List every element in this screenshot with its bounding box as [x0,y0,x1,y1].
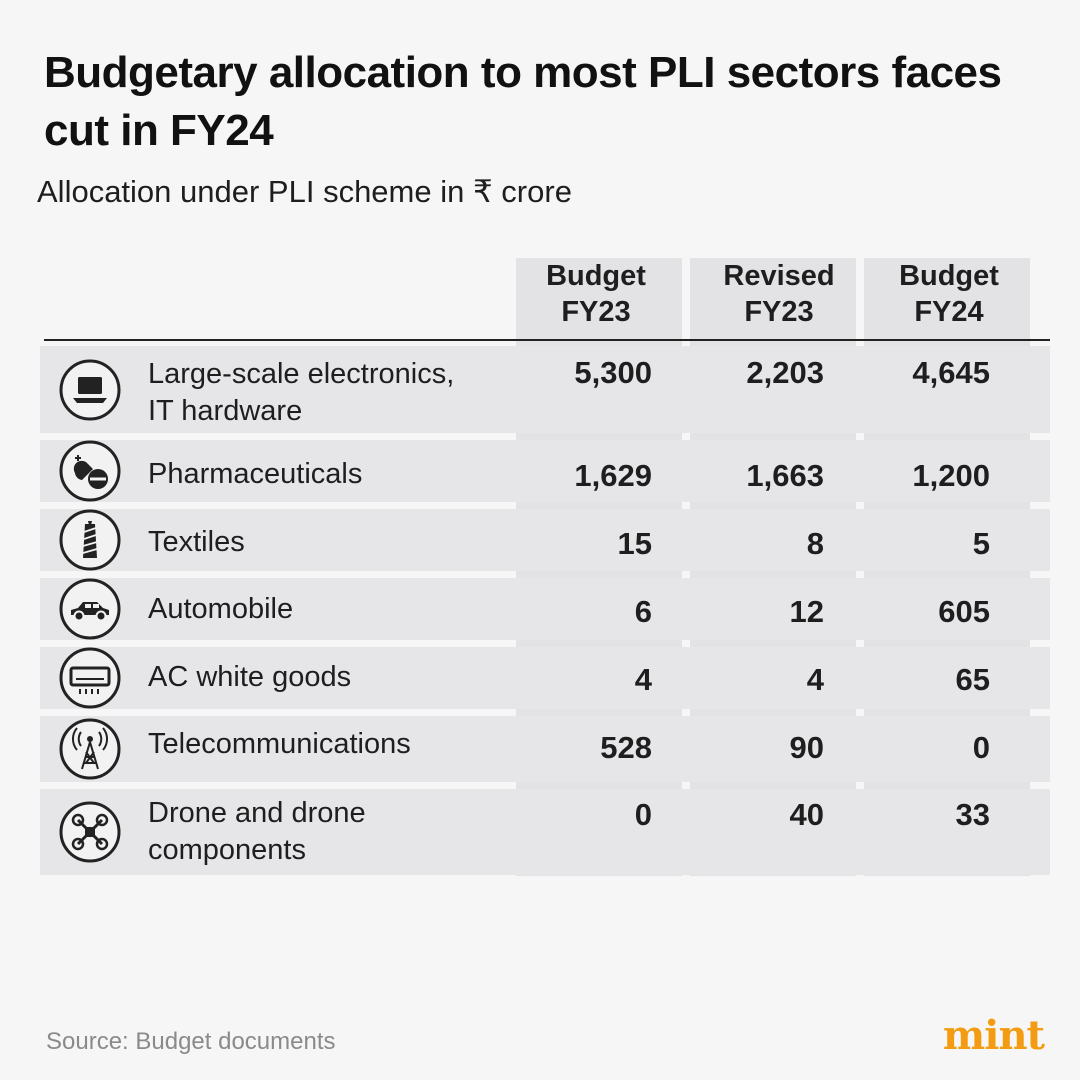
cell-revised-fy23: 8 [806,526,824,561]
cell-budget-fy24: 0 [972,730,990,765]
mint-logo: mint [942,1012,1045,1059]
cell-budget-fy24: 605 [938,594,990,629]
cell-revised-fy23: 4 [806,662,824,697]
telecom-tower-icon [58,717,122,781]
cell-budget-fy23: 0 [634,797,652,832]
drone-icon [58,800,122,864]
table-row-pharmaceuticals [40,440,1050,502]
column-header-budget-fy23: Budget FY23 [521,258,671,330]
table-row-drone [40,789,1050,875]
air-conditioner-icon [58,646,122,710]
row-label: AC white goods [148,661,352,693]
table-row-electronics [40,346,1050,433]
chart-title: Budgetary allocation to most PLI sectors… [44,48,1002,155]
cell-budget-fy23: 1,629 [574,458,652,493]
cell-revised-fy23: 40 [789,797,824,832]
cell-budget-fy24: 65 [955,662,990,697]
car-icon [58,577,122,641]
cell-budget-fy24: 5 [972,526,990,561]
cell-budget-fy23: 528 [600,730,652,765]
cell-budget-fy23: 4 [634,662,652,697]
row-label: Telecommunications [148,728,411,760]
source-note: Source: Budget documents [46,1028,336,1055]
row-label: Pharmaceuticals [148,458,363,490]
table-row-ac-white-goods [40,647,1050,709]
cell-budget-fy24: 4,645 [912,355,990,390]
table-row-telecommunications [40,716,1050,782]
cell-revised-fy23: 1,663 [746,458,824,493]
table-row-textiles [40,509,1050,571]
row-label: Large-scale electronics, IT hardware [148,358,455,427]
column-header-budget-fy24: Budget FY24 [874,258,1024,330]
row-label: Automobile [148,593,294,625]
cell-budget-fy24: 33 [955,797,990,832]
laptop-icon [58,358,122,422]
cell-budget-fy23: 15 [617,526,652,561]
cell-revised-fy23: 90 [789,730,824,765]
header-rule [44,339,1050,341]
cell-budget-fy23: 5,300 [574,355,652,390]
table-row-automobile [40,578,1050,640]
column-header-line1: Budget [546,260,646,292]
cell-revised-fy23: 12 [789,594,824,629]
chart-subtitle: Allocation under PLI scheme in ₹ crore [37,174,572,209]
column-header-line2: FY23 [744,296,814,328]
column-header-line1: Budget [899,260,999,292]
column-header-line2: FY23 [561,296,631,328]
pills-icon [58,439,122,503]
thread-spool-icon [58,508,122,572]
cell-budget-fy24: 1,200 [912,458,990,493]
row-label: Drone and drone components [148,797,366,866]
column-header-revised-fy23: Revised FY23 [704,258,854,330]
cell-revised-fy23: 2,203 [746,355,824,390]
row-label: Textiles [148,526,245,558]
column-header-line2: FY24 [914,296,984,328]
cell-budget-fy23: 6 [634,594,652,629]
column-header-line1: Revised [723,260,835,292]
